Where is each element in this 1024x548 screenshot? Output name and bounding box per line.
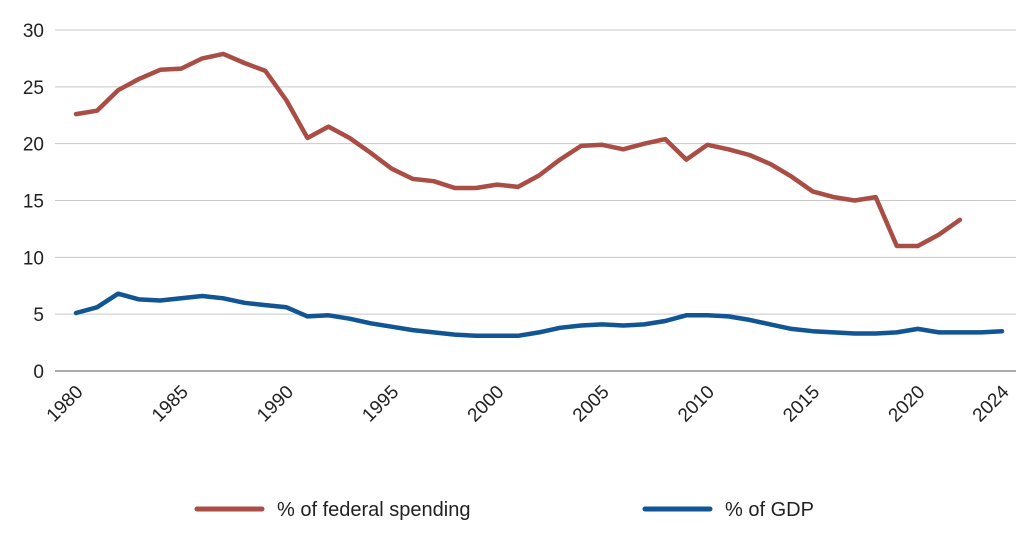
y-tick-label: 10 xyxy=(23,248,44,269)
x-tick-label: 1995 xyxy=(358,382,403,427)
x-tick-label: 2000 xyxy=(464,382,509,427)
y-tick-label: 20 xyxy=(23,135,44,156)
x-tick-label: 1990 xyxy=(253,382,298,427)
y-tick-label: 25 xyxy=(23,78,44,99)
x-tick-label: 2010 xyxy=(674,382,719,427)
y-tick-label: 30 xyxy=(23,21,44,42)
x-tick-label: 2024 xyxy=(969,381,1014,426)
x-axis-ticks: 1980 1985 1990 1995 2000 2005 2010 2015 2020 2024 xyxy=(43,381,1014,426)
grid-lines xyxy=(55,29,1016,372)
y-tick-label: 0 xyxy=(33,362,44,383)
legend-label-federal-spending: % of federal spending xyxy=(277,499,470,521)
series-line-federal-spending xyxy=(73,51,963,249)
series-line-gdp xyxy=(73,291,1005,339)
x-tick-label: 2020 xyxy=(885,382,930,427)
y-axis-ticks: 0 5 10 15 20 25 30 xyxy=(23,21,44,383)
x-tick-label: 2005 xyxy=(569,382,614,427)
legend: % of federal spending % of GDP xyxy=(194,499,814,521)
y-tick-label: 15 xyxy=(23,192,44,213)
legend-label-gdp: % of GDP xyxy=(725,499,814,521)
series-lines xyxy=(73,51,1005,339)
x-tick-label: 2015 xyxy=(779,382,824,427)
y-tick-label: 5 xyxy=(33,305,44,326)
x-tick-label: 1980 xyxy=(43,382,88,427)
x-tick-label: 1985 xyxy=(148,382,193,427)
